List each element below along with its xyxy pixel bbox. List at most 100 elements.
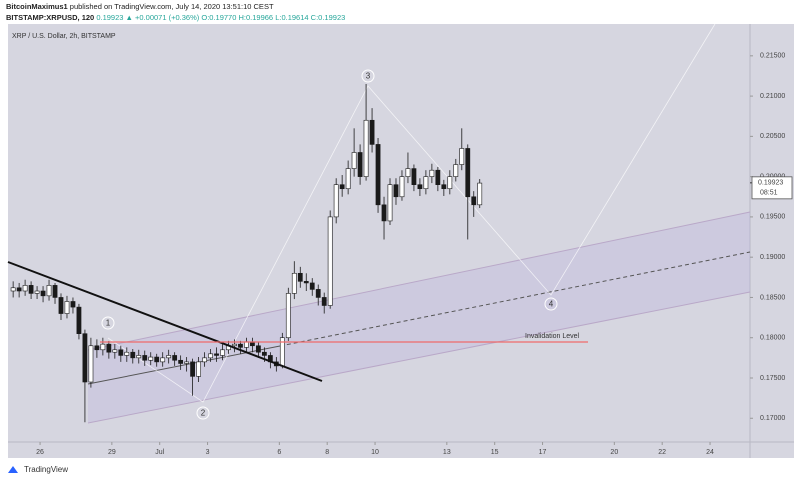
candle-body <box>130 351 136 359</box>
candle-body <box>303 281 309 284</box>
candle-body <box>154 356 160 363</box>
y-tick-label: 0.17500 <box>760 375 785 382</box>
candle-body <box>423 176 429 190</box>
x-tick-label: 8 <box>325 449 329 456</box>
candle-body <box>345 168 351 190</box>
candle-body <box>46 285 52 297</box>
footer-logo <box>8 466 18 473</box>
candle-body <box>256 345 261 353</box>
candle-body <box>220 349 225 356</box>
candle-body <box>333 184 339 218</box>
candle-body <box>393 184 399 198</box>
candle-body <box>196 361 201 377</box>
candle-body <box>52 285 58 298</box>
candle-body <box>142 355 148 361</box>
candle-body <box>369 119 375 145</box>
x-tick-label: 26 <box>36 449 44 456</box>
candle-body <box>261 351 267 356</box>
candle-body <box>339 184 345 190</box>
candle-body <box>477 182 483 206</box>
candle-body <box>447 176 453 190</box>
candle-body <box>16 287 22 292</box>
invalidation-label: Invalidation Level <box>525 333 580 340</box>
candle-body <box>184 361 190 364</box>
y-tick-label: 0.20500 <box>760 133 785 140</box>
candle-body <box>88 345 94 383</box>
candle-body <box>375 144 381 206</box>
ohlc-high: H:0.19966 <box>238 13 273 22</box>
x-tick-label: 20 <box>610 449 618 456</box>
ohlc-close: C:0.19923 <box>311 13 346 22</box>
candle-body <box>82 333 88 383</box>
candle-body <box>172 355 178 361</box>
candle-body <box>118 349 124 356</box>
candle-body <box>363 119 369 177</box>
wave-circle <box>196 406 210 420</box>
channel-lower <box>87 291 751 424</box>
candle-body <box>381 204 387 222</box>
candle-body <box>58 297 64 314</box>
x-tick-label: 17 <box>539 449 547 456</box>
price-badge <box>751 176 793 200</box>
ohlc-open: O:0.19770 <box>201 13 236 22</box>
countdown: 08:51 <box>760 190 778 197</box>
x-tick-label: 3 <box>206 449 210 456</box>
wave-label: 1 <box>106 319 111 328</box>
candle-body <box>94 345 100 351</box>
candle-body <box>166 355 172 359</box>
candles <box>10 84 483 423</box>
candle-body <box>232 343 237 347</box>
y-tick-label: 0.18500 <box>760 294 785 301</box>
candle-body <box>238 343 243 348</box>
wave-label: 2 <box>201 409 206 418</box>
x-tick-label: 10 <box>371 449 379 456</box>
axes: 0.17000 0.17500 0.18000 0.18500 0.19000 0.195… <box>36 53 793 456</box>
last-price: 0.19923 <box>96 13 123 22</box>
candle-body <box>387 184 393 222</box>
y-tick-label: 0.21500 <box>760 53 785 60</box>
candle-body <box>471 196 477 206</box>
y-tick-label: 0.18000 <box>760 335 785 342</box>
candle-body <box>28 285 34 294</box>
candle-body <box>285 293 291 339</box>
channel-mid-dashed <box>279 251 751 347</box>
wave-circle <box>101 316 115 330</box>
x-tick-label: 15 <box>491 449 499 456</box>
candle-body <box>459 148 465 165</box>
candle-body <box>160 357 166 363</box>
candle-body <box>112 349 118 353</box>
candle-body <box>357 152 363 177</box>
x-tick-label: 24 <box>706 449 714 456</box>
symbol: BITSTAMP:XRPUSD, 120 <box>6 13 94 22</box>
candle-body <box>291 272 297 294</box>
candle-body <box>351 152 357 169</box>
candle-body <box>100 343 106 351</box>
candle-body <box>309 282 315 290</box>
candle-body <box>435 169 441 185</box>
trend-line <box>7 261 323 382</box>
candle-body <box>40 290 46 297</box>
footer-brand: TradingView <box>24 465 68 474</box>
change: ▲ +0.00071 (+0.36%) <box>126 13 200 22</box>
plot-background <box>8 24 794 458</box>
candle-body <box>327 216 333 306</box>
candle-body <box>411 168 417 185</box>
candle-body <box>202 357 207 363</box>
published: published on TradingView.com, July 14, 2… <box>70 2 274 11</box>
y-tick-label: 0.19000 <box>760 254 785 261</box>
wave-label: 3 <box>366 72 371 81</box>
x-tick-label: 22 <box>658 449 666 456</box>
watermark: XRP / U.S. Dollar, 2h, BITSTAMP <box>12 33 116 40</box>
x-tick-label: Jul <box>155 449 164 456</box>
wave-circles <box>101 69 558 420</box>
candle-body <box>429 169 435 177</box>
candle-body <box>76 306 82 334</box>
candle-body <box>441 184 447 190</box>
candle-body <box>10 287 16 292</box>
candle-body <box>214 353 219 356</box>
candle-body <box>453 164 459 177</box>
channel-fill <box>88 212 750 423</box>
wave-circle <box>544 297 558 311</box>
candle-body <box>148 356 154 361</box>
